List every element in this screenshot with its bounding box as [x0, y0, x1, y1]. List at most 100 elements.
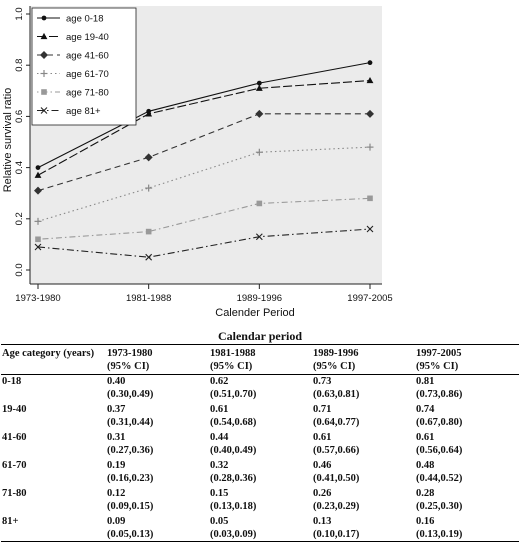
- row-age: 41-60: [2, 432, 27, 443]
- series-line: [37, 113, 370, 192]
- marker-cross: [40, 107, 48, 114]
- legend-box: [31, 7, 137, 126]
- series-line: [37, 80, 371, 176]
- series-line: [37, 228, 371, 258]
- legend-label: age 71-80: [66, 87, 109, 98]
- row-age: 81+: [2, 516, 19, 527]
- cell-ci: (0.13,0.18): [210, 501, 257, 512]
- data-point: [145, 110, 153, 117]
- cell-value: 0.13: [312, 516, 332, 527]
- data-point: [367, 195, 373, 202]
- cell-value: 0.05: [210, 516, 229, 527]
- marker-triangle: [40, 32, 48, 40]
- cell-value: 0.26: [312, 488, 332, 499]
- relative-survival-chart: 0.0 0.2 0.4 0.6 0.8 1.0 1973-1980 1981-1988 1989…: [2, 6, 393, 319]
- cell-ci: (0.44,0.52): [415, 473, 463, 484]
- header-period: 1997-2005: [415, 348, 462, 359]
- row-age: 19-40: [2, 404, 27, 415]
- header-period: 1989-1996: [312, 348, 359, 359]
- header-col-1: 1973-1980 (95% CI): [107, 344, 210, 375]
- table-row-ci: (0.09,0.15) (0.13,0.18) (0.23,0.29) (0.2…: [1, 500, 519, 513]
- cell-ci: (0.56,0.64): [415, 445, 463, 456]
- header-period: 1981-1988: [210, 348, 256, 359]
- marker-cross-b: [40, 107, 48, 114]
- table-row: 81+ 0.09 0.05 0.13 0.16: [1, 515, 519, 528]
- data-point: [35, 165, 41, 171]
- marker-diamond: [40, 51, 48, 59]
- cell-ci: (0.25,0.30): [415, 501, 463, 512]
- series-age-0-18: [35, 60, 373, 171]
- cell-ci: (0.03,0.09): [210, 528, 313, 542]
- marker-dot: [41, 15, 47, 21]
- x-tick-label: 1989-1996: [237, 293, 282, 304]
- data-point: [34, 217, 42, 225]
- series-age-19-40: [34, 76, 374, 178]
- series-group: [34, 60, 374, 261]
- data-point: [255, 233, 263, 241]
- legend-label: age 0-18: [66, 13, 104, 24]
- table-row: 41-60 0.31 0.44 0.61 0.61: [1, 431, 519, 444]
- cell-value: 0.44: [210, 432, 229, 443]
- survival-table-section: Calendar period Age category (years) 197…: [0, 328, 520, 542]
- legend-item: age 0-18: [37, 13, 104, 24]
- series-line: [37, 197, 371, 240]
- data-point: [34, 171, 42, 178]
- cell-ci: (0.30,0.49): [107, 389, 154, 400]
- cell-value: 0.37: [107, 404, 126, 415]
- cell-value: 0.62: [210, 376, 229, 387]
- y-tick-label: 0.8: [14, 59, 25, 72]
- marker-cross-b: [366, 225, 374, 233]
- data-point: [256, 80, 262, 86]
- data-point: [366, 76, 374, 84]
- cell-ci: (0.64,0.77): [312, 417, 360, 428]
- axes: 0.0 0.2 0.4 0.6 0.8 1.0 1973-1980 1981-1988 1989…: [14, 6, 393, 304]
- legend-item: age 71-80: [37, 87, 109, 98]
- marker-square: [41, 89, 47, 95]
- data-point: [367, 60, 373, 66]
- data-point: [145, 253, 153, 261]
- cell-ci: (0.57,0.66): [312, 445, 360, 456]
- y-tick-label: 0.2: [14, 212, 25, 225]
- table-row: 0-18 0.40 0.62 0.73 0.81: [1, 375, 519, 389]
- cell-ci: (0.16,0.23): [107, 473, 154, 484]
- cell-value: 0.71: [312, 404, 332, 415]
- table-title: Calendar period: [217, 329, 303, 343]
- header-period: 1973-1980: [107, 348, 153, 359]
- cell-ci: (0.51,0.70): [210, 389, 257, 400]
- survival-table: Age category (years) 1973-1980 (95% CI) 1…: [1, 344, 519, 542]
- legend-item: age 41-60: [37, 50, 109, 61]
- row-age: 71-80: [2, 488, 27, 499]
- cell-ci: (0.73,0.86): [415, 389, 463, 400]
- legend-label: age 41-60: [66, 50, 109, 61]
- y-tick-label: 0.4: [14, 161, 25, 174]
- data-point: [34, 243, 42, 251]
- marker-cross-b: [145, 253, 153, 261]
- data-point: [366, 143, 374, 151]
- table-row-ci: (0.27,0.36) (0.40,0.49) (0.57,0.66) (0.5…: [1, 444, 519, 457]
- data-point: [366, 225, 374, 233]
- chart-svg: 0.0 0.2 0.4 0.6 0.8 1.0 1973-1980 1981-1988 1989…: [2, 6, 393, 319]
- cell-ci: (0.67,0.80): [415, 417, 463, 428]
- cell-value: 0.81: [415, 376, 435, 387]
- cell-value: 0.31: [107, 432, 126, 443]
- row-age: 61-70: [2, 460, 27, 471]
- series-age-81-: [34, 225, 374, 261]
- table-header-row: Age category (years) 1973-1980 (95% CI) 1…: [1, 344, 519, 375]
- legend-item: age 19-40: [37, 32, 109, 43]
- cell-value: 0.46: [312, 460, 332, 471]
- data-point: [145, 228, 152, 235]
- x-tick-label: 1997-2005: [347, 293, 392, 304]
- data-point: [255, 148, 263, 156]
- legend-label: age 19-40: [66, 32, 109, 43]
- cell-value: 0.32: [210, 460, 229, 471]
- cell-value: 0.19: [107, 460, 126, 471]
- cell-ci: (0.28,0.36): [210, 473, 257, 484]
- cell-value: 0.48: [415, 460, 435, 471]
- cell-value: 0.40: [107, 376, 126, 387]
- data-point: [255, 84, 263, 91]
- marker-cross-b: [34, 243, 42, 251]
- y-tick-label: 0.6: [14, 110, 25, 123]
- legend-item: age 61-70: [37, 69, 109, 80]
- series-age-61-70: [34, 143, 374, 225]
- header-age-category: Age category (years): [1, 344, 108, 375]
